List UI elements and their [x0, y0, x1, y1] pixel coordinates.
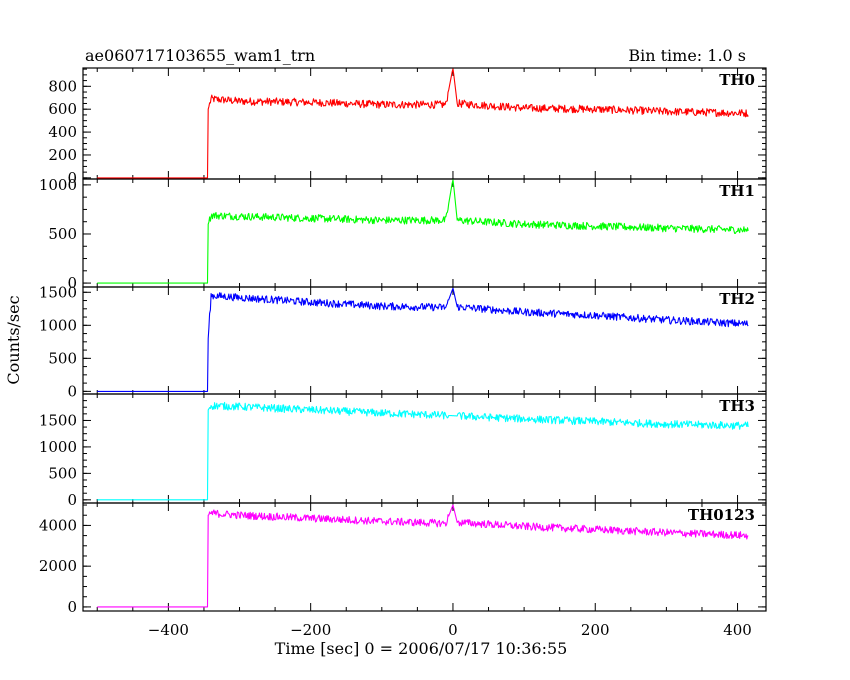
y-tick-label: 400 [48, 123, 77, 141]
x-tick-label: −200 [290, 621, 331, 639]
y-tick-label: 1000 [39, 176, 77, 194]
panel-frame [82, 178, 767, 288]
panel-th0: 0 200 400 600 800 TH0 [48, 67, 767, 187]
y-tick-label: 0 [67, 274, 77, 292]
panel-frame [82, 67, 767, 180]
y-tick-label: 1500 [39, 283, 77, 301]
y-tick-label: 1500 [39, 411, 77, 429]
y-tick-label: 500 [48, 225, 77, 243]
series-line-th0 [97, 68, 749, 179]
panel-th3: 0 500 1000 1500 TH3 [39, 393, 767, 509]
x-axis-label: Time [sec] 0 = 2006/07/17 10:36:55 [275, 639, 568, 658]
y-tick-label: 0 [67, 598, 77, 616]
x-tick-label: −400 [148, 621, 189, 639]
series-label: TH2 [719, 290, 755, 308]
panel-th2: 0 500 1000 1500 TH2 [39, 283, 767, 400]
series-label: TH1 [719, 182, 755, 200]
series-label: TH0123 [688, 506, 755, 524]
figure-title: ae060717103655_wam1_trn [85, 46, 315, 65]
y-tick-label: 0 [67, 382, 77, 400]
y-tick-label: 500 [48, 349, 77, 367]
x-tick-label: 0 [448, 621, 458, 639]
y-tick-label: 0 [67, 169, 77, 187]
series-line-th0123 [97, 504, 749, 608]
y-tick-label: 0 [67, 491, 77, 509]
y-tick-label: 2000 [39, 557, 77, 575]
y-tick-label: 800 [48, 77, 77, 95]
y-tick-label: 1000 [39, 316, 77, 334]
panel-th1: 0 500 1000 TH1 [39, 176, 767, 292]
x-tick-label: 400 [723, 621, 752, 639]
bin-time-label: Bin time: 1.0 s [628, 46, 746, 65]
series-line-th3 [97, 401, 749, 501]
panel-frame [82, 502, 767, 612]
panel-th0123: 0 2000 4000 TH0123 −400 −200 0 200 400 [39, 502, 767, 639]
y-tick-label: 1000 [39, 438, 77, 456]
panel-frame [82, 393, 767, 504]
x-tick-label: 200 [581, 621, 610, 639]
y-tick-label: 200 [48, 146, 77, 164]
y-tick-label: 600 [48, 100, 77, 118]
y-tick-label: 500 [48, 464, 77, 482]
series-label: TH0 [719, 71, 755, 89]
series-line-th2 [97, 287, 749, 392]
series-label: TH3 [719, 397, 755, 415]
panel-frame [82, 286, 767, 395]
y-tick-label: 4000 [39, 516, 77, 534]
panels-group: 0 200 400 600 800 TH0 0 500 1000 TH1 0 500 1000 1500 T… [39, 67, 767, 639]
y-axis-label: Counts/sec [4, 295, 23, 384]
series-line-th1 [97, 179, 749, 284]
